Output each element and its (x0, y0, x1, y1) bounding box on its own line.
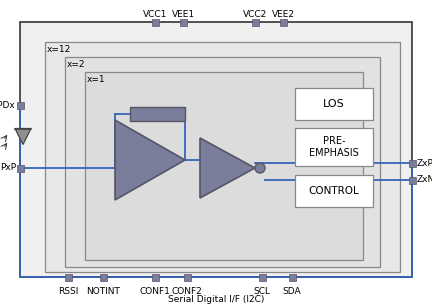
Text: NOTINT: NOTINT (86, 287, 120, 296)
Bar (152, 18, 159, 25)
Bar (65, 57, 380, 267)
Text: VEE1: VEE1 (172, 10, 194, 19)
Bar (180, 18, 187, 25)
Bar (295, 175, 373, 207)
Text: VCC2: VCC2 (243, 10, 267, 19)
Text: ZxN: ZxN (417, 176, 432, 185)
Text: CONF2: CONF2 (172, 287, 202, 296)
Bar (280, 18, 286, 25)
Text: VEE2: VEE2 (271, 10, 295, 19)
Text: x=2: x=2 (67, 60, 86, 69)
Bar (99, 274, 107, 281)
Bar (16, 102, 23, 108)
Bar (295, 128, 373, 166)
Polygon shape (115, 120, 185, 200)
Text: RSSI: RSSI (58, 287, 78, 296)
Circle shape (255, 163, 265, 173)
Bar (258, 274, 266, 281)
Bar (295, 88, 373, 120)
Text: CONTROL: CONTROL (308, 186, 359, 196)
Bar (85, 72, 363, 260)
Bar (20, 22, 412, 277)
Text: x=1: x=1 (87, 75, 106, 84)
Bar (16, 165, 23, 172)
Text: PRE-
EMPHASIS: PRE- EMPHASIS (309, 136, 359, 158)
Text: CONF1: CONF1 (140, 287, 171, 296)
Bar (409, 177, 416, 184)
Text: x=12: x=12 (47, 45, 71, 54)
Text: LOS: LOS (323, 99, 345, 109)
Bar (64, 274, 72, 281)
Text: Serial Digital I/F (I2C): Serial Digital I/F (I2C) (168, 295, 264, 304)
Text: PxP: PxP (0, 164, 16, 173)
Text: ZxP: ZxP (417, 158, 432, 168)
Polygon shape (200, 138, 255, 198)
Bar (152, 274, 159, 281)
Bar (45, 42, 400, 272)
Text: SDA: SDA (283, 287, 301, 296)
Text: SCL: SCL (254, 287, 270, 296)
Text: VCC1: VCC1 (143, 10, 167, 19)
Bar (130, 107, 185, 121)
Bar (289, 274, 295, 281)
Text: VPDx: VPDx (0, 100, 16, 110)
Polygon shape (15, 129, 31, 145)
Bar (251, 18, 258, 25)
Bar (184, 274, 191, 281)
Bar (409, 160, 416, 166)
